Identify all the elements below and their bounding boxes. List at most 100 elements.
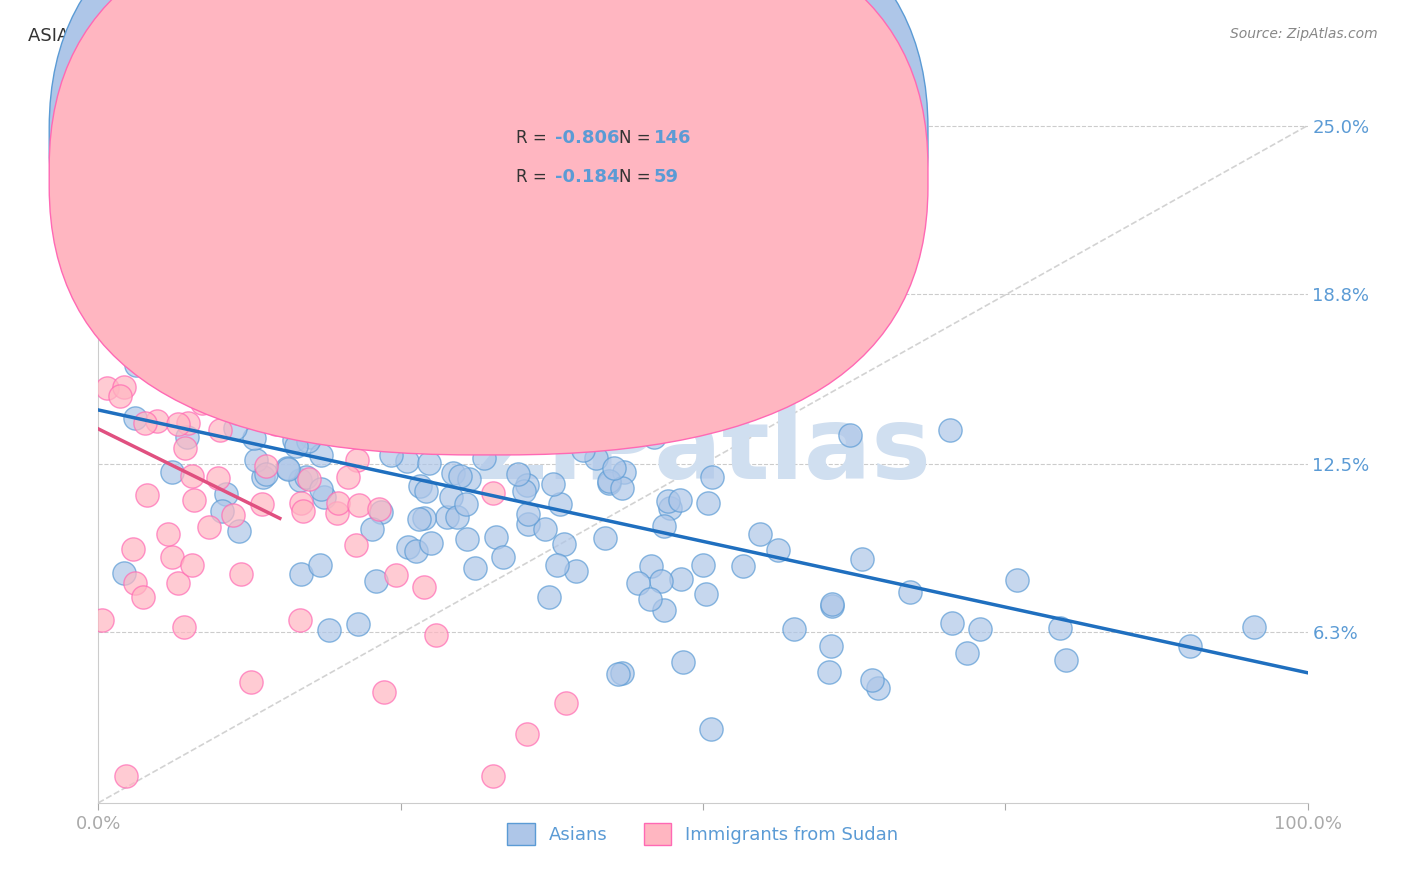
Point — [153, 353, 176, 368]
Point — [315, 389, 337, 403]
Point — [820, 640, 842, 654]
Point — [143, 357, 166, 371]
Point — [368, 502, 391, 516]
Point — [149, 343, 172, 358]
Point — [669, 572, 692, 586]
Point — [408, 512, 430, 526]
Point — [1243, 619, 1265, 633]
Point — [866, 681, 889, 696]
Point — [860, 673, 883, 687]
Point — [1005, 573, 1028, 587]
Point — [329, 400, 352, 414]
Point — [492, 550, 515, 565]
Point — [817, 665, 839, 679]
Point — [132, 591, 155, 605]
Point — [749, 527, 772, 541]
Point — [209, 423, 232, 437]
Point — [121, 541, 143, 556]
Point — [454, 396, 477, 410]
Text: R =: R = — [516, 168, 553, 186]
Point — [322, 411, 344, 425]
Point — [472, 450, 495, 465]
Point — [643, 430, 665, 444]
Point — [250, 497, 273, 511]
Point — [395, 454, 418, 468]
Point — [218, 343, 240, 357]
Point — [449, 469, 471, 483]
Point — [838, 428, 860, 442]
Point — [380, 449, 402, 463]
Text: N =: N = — [619, 129, 655, 147]
Point — [252, 364, 274, 378]
Point — [305, 393, 328, 408]
Point — [513, 317, 536, 331]
Point — [458, 472, 481, 486]
Point — [193, 358, 215, 372]
Point — [308, 378, 330, 392]
Point — [183, 493, 205, 508]
Point — [454, 496, 477, 510]
Point — [252, 470, 274, 484]
Point — [114, 769, 136, 783]
Point — [412, 511, 434, 525]
Point — [640, 559, 662, 574]
Point — [669, 492, 692, 507]
Point — [344, 537, 367, 551]
Point — [607, 667, 630, 681]
Point — [457, 374, 479, 388]
Point — [254, 467, 277, 481]
Point — [482, 485, 505, 500]
Point — [408, 479, 430, 493]
Point — [124, 411, 146, 425]
Point — [228, 524, 250, 539]
Point — [309, 448, 332, 462]
Text: -0.806: -0.806 — [555, 129, 620, 147]
Point — [851, 552, 873, 566]
Point — [482, 769, 505, 783]
Point — [342, 404, 364, 418]
Point — [482, 401, 505, 415]
Point — [464, 561, 486, 575]
Point — [181, 558, 204, 573]
Point — [820, 597, 842, 611]
Point — [598, 475, 620, 490]
Point — [277, 462, 299, 476]
Point — [276, 461, 298, 475]
Point — [197, 519, 219, 533]
Point — [373, 685, 395, 699]
Point — [652, 603, 675, 617]
Text: ZIPatlas: ZIPatlas — [475, 403, 931, 500]
Point — [425, 628, 447, 642]
Point — [173, 442, 195, 456]
Point — [385, 568, 408, 582]
Point — [288, 473, 311, 487]
Point — [585, 450, 607, 465]
Point — [243, 431, 266, 445]
Point — [156, 526, 179, 541]
Point — [538, 591, 561, 605]
Point — [548, 497, 571, 511]
Point — [404, 384, 426, 399]
Point — [413, 580, 436, 594]
Point — [91, 614, 114, 628]
Point — [821, 599, 844, 614]
Point — [598, 474, 620, 488]
Text: 59: 59 — [654, 168, 679, 186]
Point — [405, 543, 427, 558]
Point — [546, 558, 568, 572]
Legend: Asians, Immigrants from Sudan: Asians, Immigrants from Sudan — [501, 816, 905, 852]
Point — [225, 406, 247, 420]
Point — [464, 377, 486, 392]
Point — [162, 465, 184, 479]
Point — [603, 460, 626, 475]
Point — [202, 377, 225, 392]
Point — [612, 481, 634, 495]
Point — [517, 507, 540, 521]
Point — [96, 381, 118, 395]
Point — [441, 431, 464, 445]
Point — [292, 504, 315, 518]
Point — [700, 722, 723, 736]
Point — [436, 509, 458, 524]
Point — [231, 567, 253, 582]
Point — [672, 655, 695, 669]
